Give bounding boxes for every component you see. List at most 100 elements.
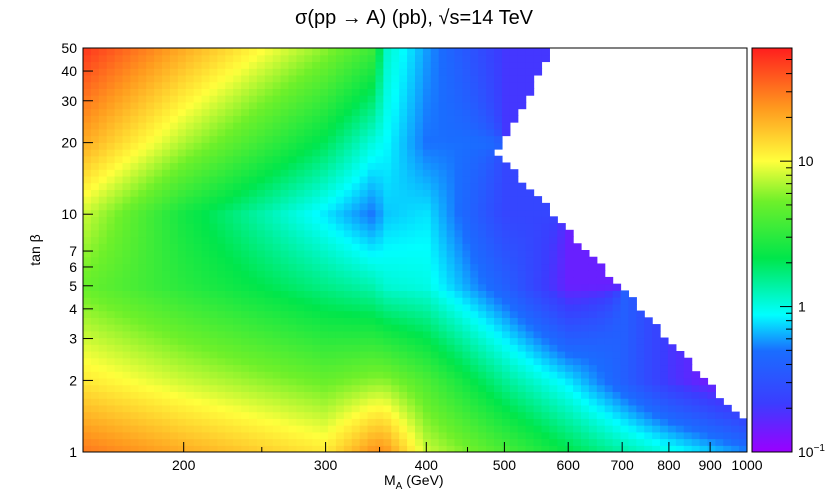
heatmap-cell [209,303,218,312]
heatmap-cell [438,169,448,177]
heatmap-cell [90,357,100,366]
heatmap-cell [296,364,305,372]
y-tick-label: 1 [69,444,77,460]
heatmap-cell [683,425,693,433]
heatmap-cell [193,411,203,419]
heatmap-cell [272,115,282,123]
heatmap-cell [359,330,369,339]
heatmap-cell [138,175,147,184]
heatmap-cell [138,61,147,69]
heatmap-cell [320,310,329,318]
heatmap-cell [249,101,258,110]
heatmap-cell [478,142,487,150]
heatmap-cell [462,202,471,211]
heatmap-cell [691,398,701,406]
heatmap-cell [399,61,408,69]
heatmap-cell [177,250,187,258]
heatmap-cell [462,101,471,110]
heatmap-cell [256,95,266,103]
heatmap-cell [612,310,622,318]
heatmap-cell [162,250,171,258]
heatmap-cell [541,438,550,446]
heatmap-cell [446,149,456,157]
heatmap-cell [193,101,203,110]
heatmap-cell [557,283,566,291]
heatmap-cell [272,169,282,177]
heatmap-cell [533,398,543,406]
heatmap-cell [154,54,163,63]
heatmap-cell [138,149,147,157]
heatmap-cell [549,243,558,251]
heatmap-cell [249,377,258,386]
heatmap-cell [343,438,353,446]
heatmap-cell [422,135,432,143]
heatmap-cell [162,135,171,143]
heatmap-cell [90,182,100,190]
heatmap-cell [304,283,313,291]
heatmap-cell [122,357,132,366]
heatmap-cell [588,270,598,278]
heatmap-cell [264,202,274,211]
heatmap-cell [201,182,211,190]
heatmap-cell [533,229,543,238]
heatmap-cell [588,344,598,352]
heatmap-cell [478,283,487,291]
heatmap-cell [494,384,503,392]
heatmap-cell [241,162,250,170]
heatmap-cell [541,404,550,413]
heatmap-cell [114,155,124,164]
heatmap-cell [565,283,574,291]
heatmap-cell [209,48,218,56]
heatmap-cell [162,391,171,399]
heatmap-cell [517,209,527,217]
heatmap-cell [517,88,527,96]
heatmap-cell [154,216,163,224]
heatmap-cell [288,404,298,413]
heatmap-cell [177,344,187,352]
heatmap-cell [233,61,242,69]
heatmap-cell [367,398,377,406]
heatmap-cell [130,108,139,116]
heatmap-cell [565,317,574,325]
heatmap-cell [407,196,416,204]
heatmap-cell [375,263,384,271]
heatmap-cell [130,162,139,170]
heatmap-cell [98,88,108,96]
heatmap-cell [169,371,179,379]
heatmap-cell [454,377,464,386]
heatmap-cell [114,418,124,426]
heatmap-cell [415,324,424,332]
heatmap-cell [177,74,187,83]
heatmap-cell [501,256,511,265]
heatmap-cell [438,317,448,325]
x-tick-label: 800 [657,457,681,473]
heatmap-cell [422,115,432,123]
heatmap-cell [209,330,218,339]
heatmap-cell [501,263,511,271]
heatmap-cell [201,364,211,372]
heatmap-cell [280,223,290,231]
heatmap-cell [312,310,321,318]
heatmap-cell [620,317,630,325]
heatmap-cell [122,344,132,352]
heatmap-cell [581,364,590,372]
heatmap-cell [241,431,250,440]
heatmap-cell [415,236,424,244]
heatmap-cell [114,431,124,440]
heatmap-cell [446,270,456,278]
heatmap-cell [351,337,361,345]
heatmap-cell [446,243,456,251]
heatmap-cell [83,431,92,440]
heatmap-cell [359,303,369,312]
heatmap-cell [470,74,479,83]
heatmap-cell [660,337,669,345]
chart-title: σ(pp → A) (pb), √s=14 TeV [295,7,534,29]
heatmap-cell [407,216,416,224]
heatmap-cell [320,48,329,56]
heatmap-cell [130,391,139,399]
heatmap-cell [470,142,479,150]
heatmap-cell [565,404,574,413]
heatmap-cell [604,398,614,406]
heatmap-cell [517,411,527,419]
heatmap-cell [375,276,384,285]
